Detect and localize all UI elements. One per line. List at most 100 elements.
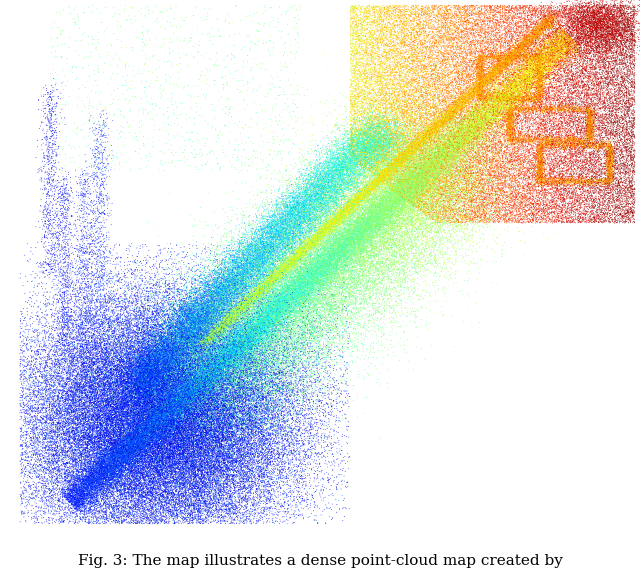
Point	[149, 355, 159, 365]
Point	[534, 82, 545, 91]
Point	[335, 190, 345, 199]
Point	[613, 72, 623, 81]
Point	[84, 411, 94, 420]
Point	[444, 129, 454, 138]
Point	[484, 92, 495, 102]
Point	[433, 126, 444, 135]
Point	[136, 362, 146, 372]
Point	[237, 276, 248, 286]
Point	[137, 493, 147, 502]
Point	[556, 175, 566, 184]
Point	[353, 154, 364, 164]
Point	[467, 144, 477, 153]
Point	[202, 407, 212, 417]
Point	[152, 352, 162, 362]
Point	[316, 215, 326, 225]
Point	[96, 353, 106, 363]
Point	[443, 150, 453, 160]
Point	[319, 222, 330, 232]
Point	[496, 104, 506, 114]
Point	[428, 102, 438, 112]
Point	[553, 68, 563, 77]
Point	[121, 369, 131, 379]
Point	[230, 386, 240, 395]
Point	[127, 423, 137, 432]
Point	[43, 440, 53, 450]
Point	[181, 301, 191, 310]
Point	[559, 137, 569, 146]
Point	[403, 210, 413, 219]
Point	[143, 505, 154, 514]
Point	[376, 60, 387, 70]
Point	[628, 127, 638, 137]
Point	[490, 104, 500, 114]
Point	[206, 423, 216, 433]
Point	[460, 204, 470, 214]
Point	[146, 511, 156, 521]
Point	[605, 173, 615, 182]
Point	[157, 351, 168, 360]
Point	[346, 43, 356, 53]
Point	[332, 265, 342, 275]
Point	[291, 396, 301, 406]
Point	[537, 57, 547, 66]
Point	[103, 401, 113, 410]
Point	[79, 487, 89, 496]
Point	[88, 386, 98, 396]
Point	[477, 79, 488, 88]
Point	[558, 33, 568, 43]
Point	[291, 254, 301, 263]
Point	[253, 432, 264, 441]
Point	[568, 23, 579, 32]
Point	[321, 210, 331, 220]
Point	[116, 485, 126, 494]
Point	[164, 458, 175, 468]
Point	[513, 147, 524, 157]
Point	[362, 210, 372, 220]
Point	[444, 152, 454, 161]
Point	[172, 425, 182, 434]
Point	[482, 114, 492, 124]
Point	[331, 218, 341, 228]
Point	[419, 180, 429, 190]
Point	[190, 411, 200, 421]
Point	[360, 330, 371, 340]
Point	[219, 388, 229, 397]
Point	[433, 210, 443, 220]
Point	[356, 197, 366, 207]
Point	[508, 33, 518, 42]
Point	[128, 437, 138, 446]
Point	[212, 480, 223, 489]
Point	[227, 352, 237, 361]
Point	[90, 457, 100, 466]
Point	[381, 177, 392, 186]
Point	[224, 249, 234, 258]
Point	[381, 206, 392, 215]
Point	[151, 413, 161, 422]
Point	[95, 392, 106, 401]
Point	[591, 86, 602, 95]
Point	[465, 163, 475, 172]
Point	[248, 297, 258, 306]
Point	[195, 254, 205, 264]
Point	[353, 197, 363, 207]
Point	[474, 2, 484, 12]
Point	[179, 388, 189, 397]
Point	[411, 66, 421, 75]
Point	[539, 39, 549, 49]
Point	[355, 225, 365, 235]
Point	[150, 380, 161, 389]
Point	[198, 487, 208, 496]
Point	[180, 311, 190, 320]
Point	[179, 319, 189, 328]
Point	[258, 505, 268, 514]
Point	[227, 301, 237, 310]
Point	[369, 233, 379, 242]
Point	[328, 136, 339, 145]
Point	[171, 406, 181, 416]
Point	[465, 190, 476, 200]
Point	[319, 279, 329, 288]
Point	[545, 75, 555, 85]
Point	[65, 510, 75, 519]
Point	[284, 229, 294, 238]
